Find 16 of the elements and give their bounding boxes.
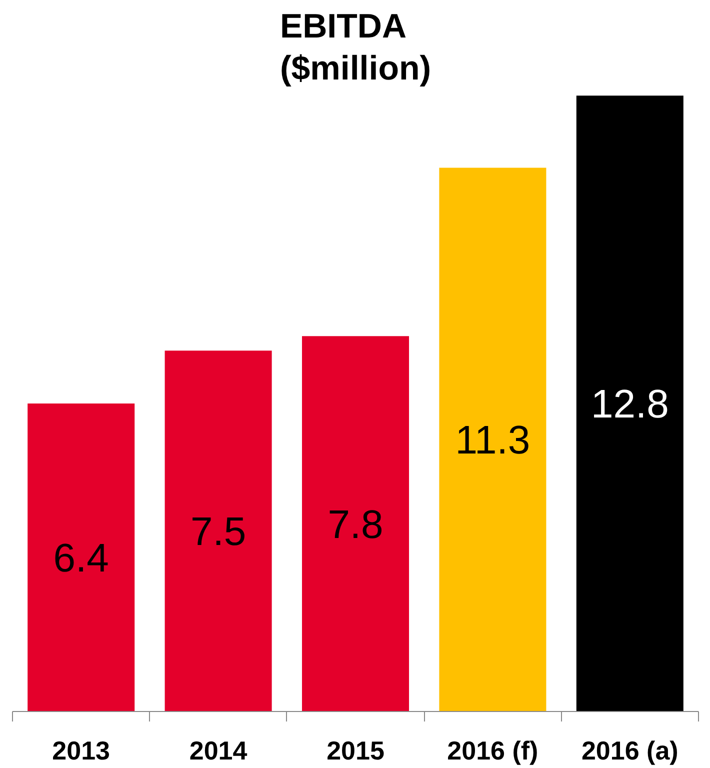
data-label: 6.4	[53, 536, 109, 581]
data-label: 7.5	[190, 510, 246, 554]
bar	[439, 168, 546, 712]
x-tick-label: 2015	[326, 736, 384, 766]
x-tick-label: 2014	[189, 736, 248, 766]
chart-title: EBITDA ($million)	[280, 8, 432, 88]
bar	[28, 404, 135, 712]
bar	[302, 336, 410, 712]
data-label: 7.8	[328, 502, 384, 547]
data-label: 11.3	[455, 418, 530, 463]
x-tick-label: 2016 (a)	[581, 736, 678, 766]
bar	[576, 96, 684, 712]
bar	[164, 350, 272, 712]
x-tick-label: 2016 (f)	[447, 736, 538, 766]
data-label: 12.8	[590, 382, 669, 427]
x-tick-label: 2013	[52, 736, 110, 766]
